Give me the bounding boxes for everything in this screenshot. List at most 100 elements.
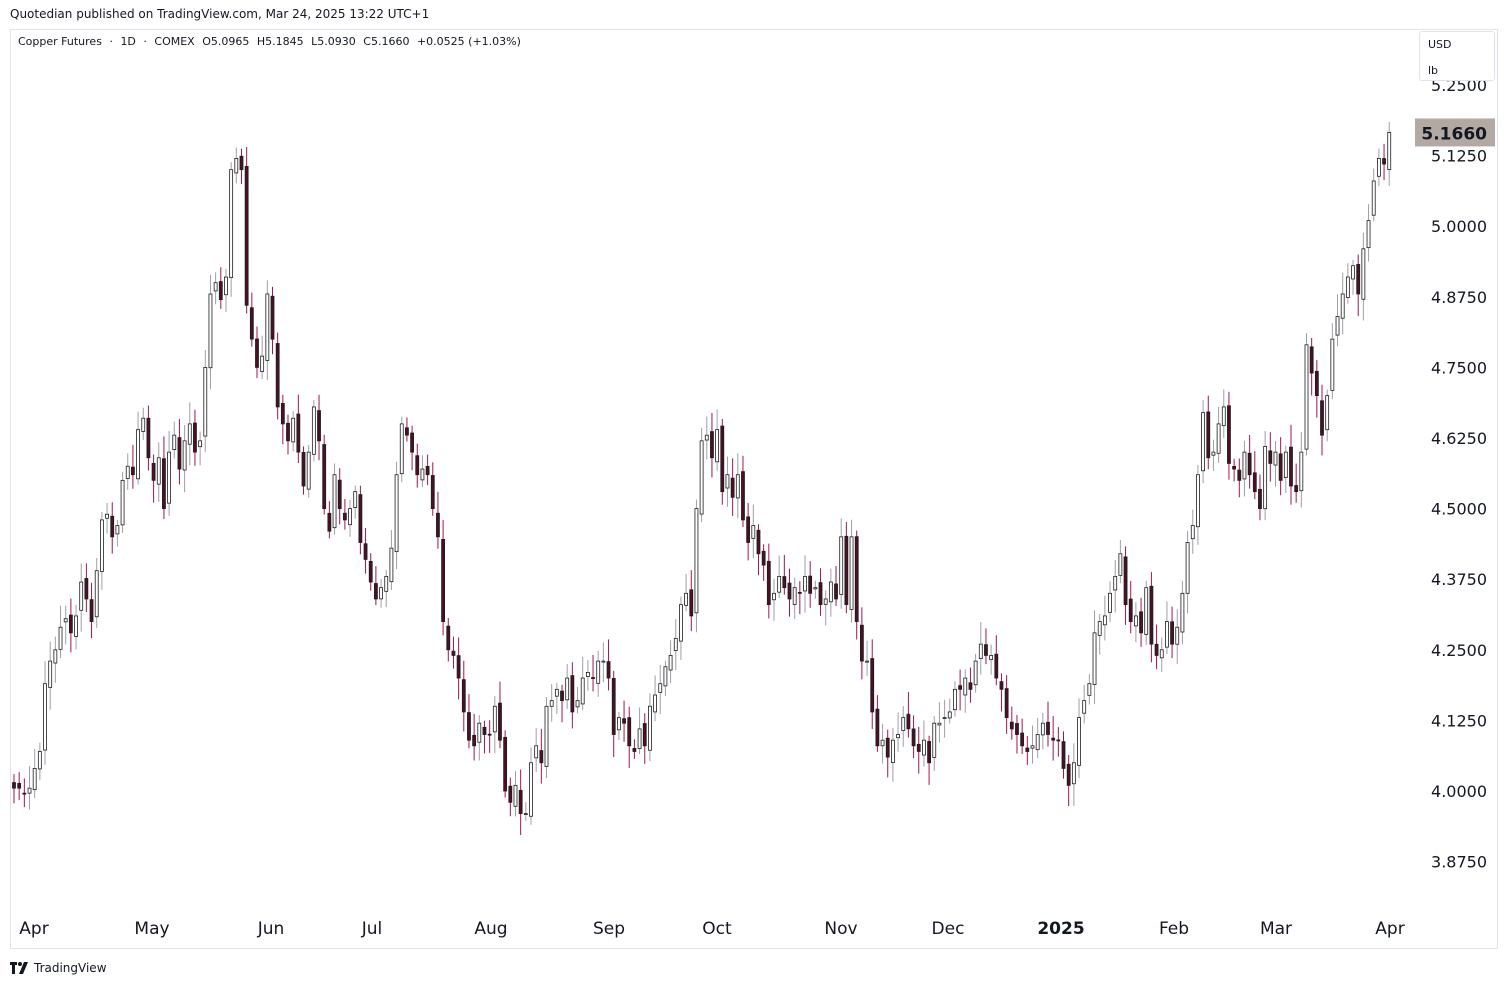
candle-body — [911, 728, 916, 747]
candle-body — [115, 525, 120, 535]
candle-body — [79, 581, 84, 611]
candle-body — [803, 575, 807, 592]
candle-body — [389, 547, 394, 583]
candle-body — [1268, 450, 1273, 464]
tradingview-logo-icon — [10, 962, 28, 974]
candle-body — [1102, 615, 1107, 626]
time-tick-label: Feb — [1159, 919, 1189, 939]
candle-body — [1263, 446, 1268, 510]
candle-body — [885, 737, 890, 758]
candle-body — [1030, 745, 1035, 749]
time-tick-label: 2025 — [1037, 919, 1084, 939]
candle-body — [1242, 451, 1247, 480]
candle-body — [1325, 395, 1330, 431]
price-tick-label: 4.0000 — [1431, 782, 1487, 801]
candle-body — [187, 423, 192, 445]
candle-body — [746, 516, 751, 543]
candle-body — [508, 785, 513, 803]
candle-body — [1330, 338, 1335, 391]
candle-body — [156, 457, 161, 485]
candle-body — [1035, 734, 1040, 751]
candle-body — [177, 437, 182, 470]
candle-body — [286, 422, 290, 442]
price-tick-label: 4.3750 — [1431, 570, 1487, 589]
unit-label: lb — [1428, 64, 1439, 77]
candle-body — [446, 625, 451, 651]
candle-body — [560, 690, 564, 702]
candle-body — [1206, 411, 1211, 459]
candle-body — [1139, 611, 1143, 634]
candle-body — [549, 700, 554, 707]
candle-body — [932, 722, 937, 758]
candle-body — [405, 427, 409, 436]
candle-body — [105, 513, 109, 519]
candle-body — [989, 655, 994, 660]
candle-body — [260, 355, 265, 372]
candle-body — [534, 745, 539, 759]
candle-body — [141, 417, 146, 432]
candle-body — [1175, 626, 1180, 645]
time-axis: Apr May Jun Jul Aug Sep Oct Nov Dec 2025 Feb Mar Apr — [19, 919, 1404, 939]
candle-body — [498, 702, 502, 741]
candle-body — [373, 583, 378, 600]
candle-body — [136, 429, 140, 480]
candle-body — [1108, 592, 1112, 613]
candle-body — [234, 158, 239, 174]
price-tick-label: 5.0000 — [1431, 217, 1487, 236]
candle-body — [125, 465, 130, 479]
candle-body — [715, 429, 720, 463]
time-tick-label: Apr — [19, 919, 48, 939]
candle-body — [84, 578, 89, 600]
candle-body — [249, 307, 254, 340]
candle-body — [53, 649, 58, 664]
candle-body — [1190, 525, 1195, 540]
candle-body — [637, 728, 642, 749]
currency-unit-selector[interactable]: USD lb — [1419, 31, 1495, 81]
candle-body — [399, 423, 404, 475]
candle-body — [1361, 248, 1366, 300]
candle-body — [110, 515, 115, 538]
legend-change: +0.0525 (+1.03%) — [416, 35, 521, 48]
candle-body — [927, 741, 931, 764]
candle-body — [58, 626, 63, 650]
candle-body — [301, 452, 306, 487]
candle-body — [327, 512, 332, 532]
legend-high: H5.1845 — [256, 35, 304, 48]
legend-timeframe: 1D — [120, 35, 136, 48]
candle-body — [591, 677, 595, 679]
candle-body — [1149, 585, 1154, 645]
candle-body — [1252, 472, 1257, 493]
candle-body — [1289, 446, 1293, 487]
candle-body — [1247, 452, 1252, 476]
footer-brand[interactable]: TradingView — [10, 961, 107, 975]
candle-body — [854, 536, 859, 622]
candle-body — [1185, 542, 1190, 594]
candle-body — [710, 431, 714, 459]
candle-body — [689, 589, 694, 617]
candle-body — [182, 440, 187, 471]
candle-body — [1366, 220, 1371, 249]
candle-body — [1232, 466, 1237, 470]
candle-body — [1046, 721, 1050, 735]
candle-body — [544, 705, 549, 767]
candle-body — [1196, 474, 1200, 528]
candle-body — [880, 739, 885, 747]
candle-body — [270, 295, 275, 340]
candle-body — [782, 576, 787, 589]
candle-body — [306, 451, 311, 490]
candle-body — [1314, 370, 1319, 397]
candle-body — [1294, 485, 1299, 493]
candle-body — [467, 712, 471, 741]
candle-body — [539, 750, 544, 764]
candle-body — [1009, 721, 1014, 730]
candle-body — [32, 768, 37, 791]
candle-body — [1304, 344, 1309, 450]
candle-body — [451, 650, 456, 656]
candle-body — [570, 675, 575, 713]
time-tick-label: Jun — [257, 919, 285, 939]
candle-body — [1040, 722, 1045, 736]
candle-body — [658, 683, 663, 693]
candle-body — [896, 734, 900, 739]
candle-body — [922, 739, 926, 756]
